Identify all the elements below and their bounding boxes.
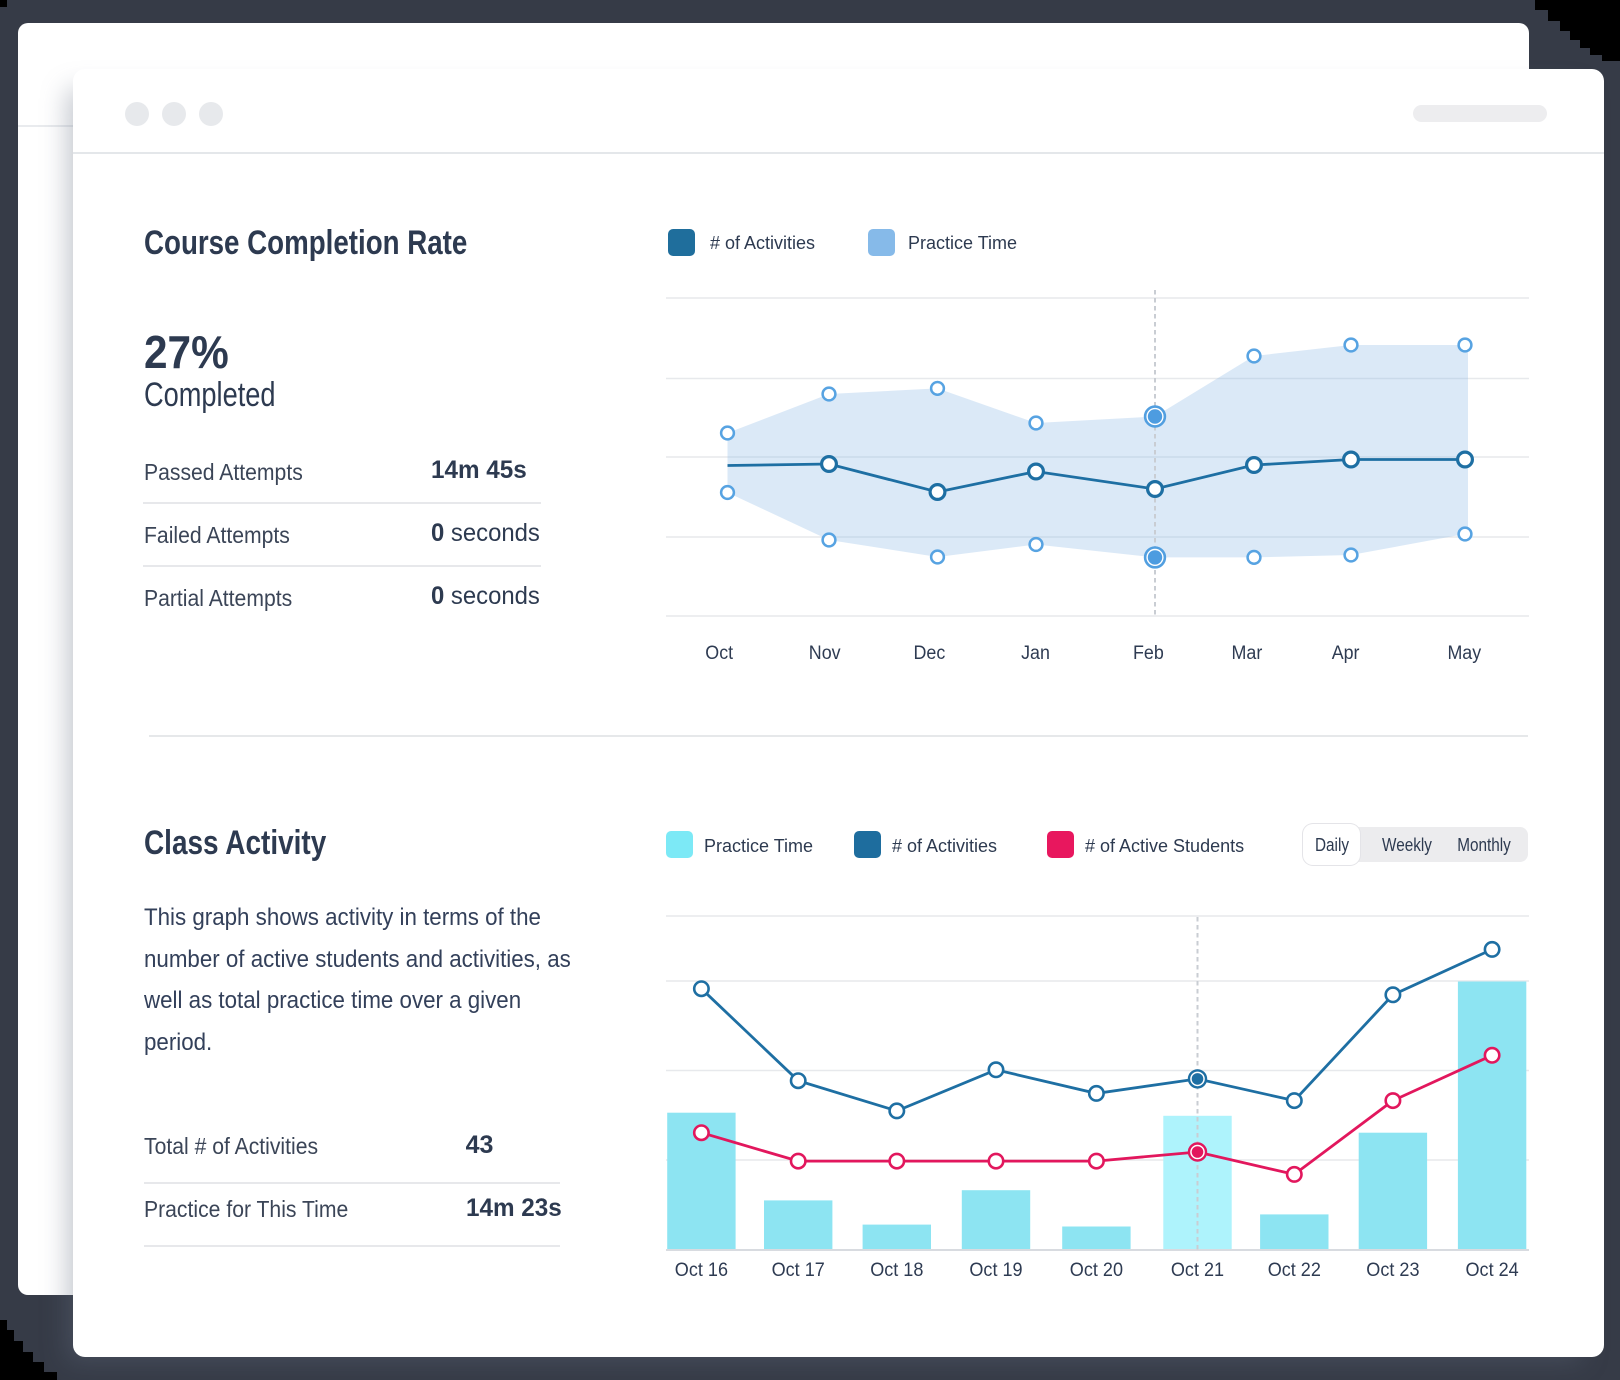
svg-text:Oct 16: Oct 16 (675, 1260, 728, 1281)
svg-text:Oct 24: Oct 24 (1466, 1260, 1520, 1281)
svg-text:Oct 20: Oct 20 (1070, 1260, 1123, 1281)
svg-text:Oct 19: Oct 19 (969, 1260, 1022, 1281)
svg-text:Oct 22: Oct 22 (1268, 1260, 1321, 1281)
svg-text:Dec: Dec (914, 643, 946, 664)
svg-text:May: May (1447, 643, 1481, 664)
svg-text:Apr: Apr (1332, 643, 1360, 664)
svg-text:Oct 21: Oct 21 (1171, 1260, 1224, 1281)
svg-text:Mar: Mar (1232, 643, 1263, 664)
svg-text:Jan: Jan (1021, 643, 1050, 664)
svg-text:Oct: Oct (705, 643, 733, 664)
svg-text:Oct 23: Oct 23 (1366, 1260, 1419, 1281)
svg-text:Oct 17: Oct 17 (772, 1260, 825, 1281)
svg-text:Nov: Nov (809, 643, 841, 664)
svg-text:Feb: Feb (1133, 643, 1164, 664)
svg-text:Oct 18: Oct 18 (870, 1260, 923, 1281)
